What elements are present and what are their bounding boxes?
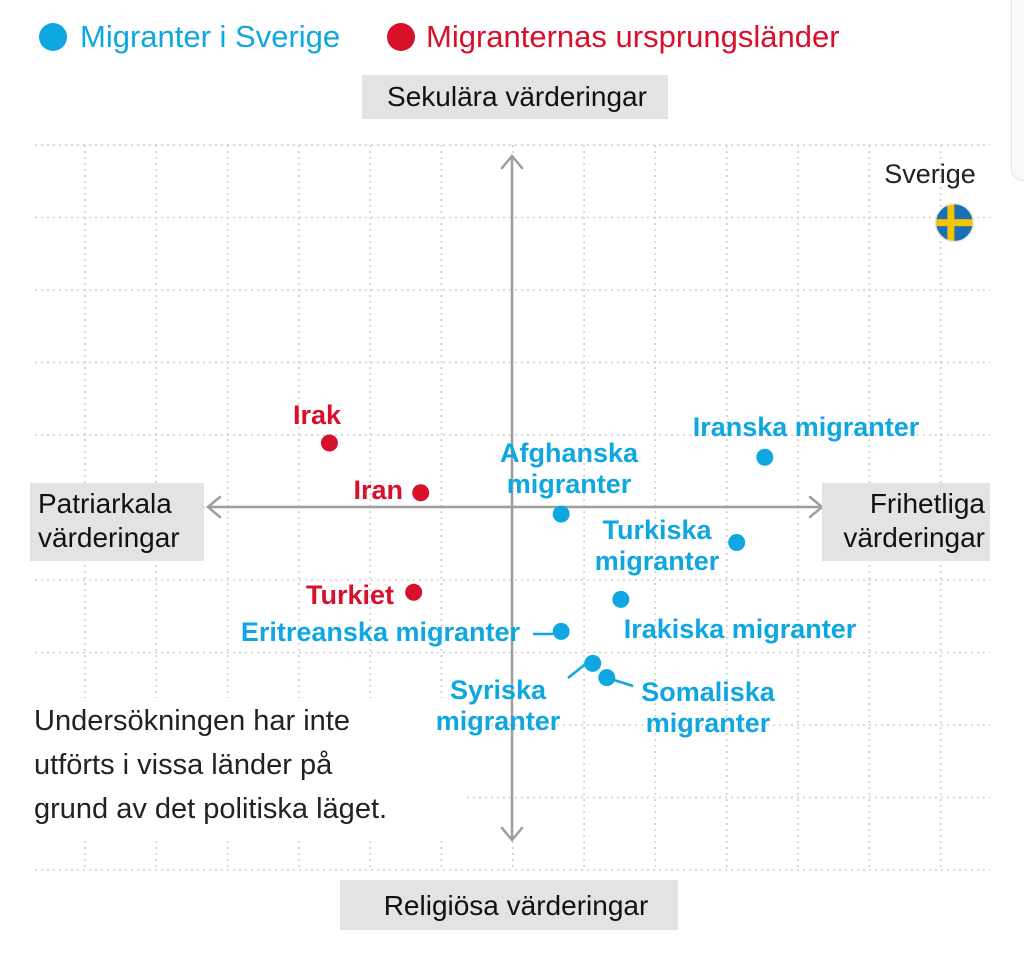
point-marker <box>598 669 616 687</box>
axis-arrow-left <box>206 495 222 519</box>
legend-label-origin: Migranternas ursprungsländer <box>426 19 840 54</box>
point-label: Sverige <box>884 159 976 189</box>
point-label: Turkiska <box>602 515 712 545</box>
point-label: Irak <box>293 400 342 430</box>
point-label: migranter <box>507 469 632 499</box>
point-label: Somaliska <box>641 677 776 707</box>
axis-label-top: Sekulära värderingar <box>362 75 668 119</box>
note-text: grund av det politiska läget. <box>34 793 387 825</box>
axis-label-top-box <box>362 75 668 119</box>
point-iran: Iran <box>353 475 430 505</box>
axis-label-left-box <box>30 483 204 561</box>
point-label: Turkiet <box>306 580 394 610</box>
point-label: Afghanska <box>500 438 639 468</box>
point-irak: Irak <box>293 400 342 452</box>
point-label: Eritreanska migranter <box>241 617 521 647</box>
point-eritreanska-migranter: Eritreanska migranter <box>241 617 570 647</box>
point-marker <box>612 590 630 608</box>
legend: Migranter i Sverige Migranternas ursprung… <box>39 19 840 54</box>
point-sverige: Sverige <box>884 159 976 243</box>
point-marker <box>728 534 746 552</box>
sweden-flag-icon <box>934 202 975 243</box>
axis-label-left-text: Patriarkala <box>38 488 172 519</box>
point-label: Iranska migranter <box>693 412 920 442</box>
axis-arrow-down <box>500 826 524 842</box>
point-irakiska-migranter: Irakiska migranter <box>612 590 857 644</box>
point-label: migranter <box>595 546 720 576</box>
point-marker <box>584 654 602 672</box>
note-background <box>25 698 465 838</box>
axis-label-top-text: Sekulära värderingar <box>387 81 647 112</box>
legend-dot-origin <box>387 23 415 51</box>
axis-label-bottom: Religiösa värderingar <box>340 880 678 930</box>
point-iranska-migranter: Iranska migranter <box>693 412 920 466</box>
axis-label-bottom-box <box>340 880 678 930</box>
point-marker <box>552 622 570 640</box>
axis-label-bottom-text: Religiösa värderingar <box>384 890 649 921</box>
axis-arrow-up <box>500 154 524 170</box>
point-turkiet: Turkiet <box>306 580 423 610</box>
point-marker <box>412 484 430 502</box>
legend-label-migrants: Migranter i Sverige <box>80 19 340 54</box>
point-marker <box>405 583 423 601</box>
axis-label-right-text: värderingar <box>843 522 985 553</box>
point-marker <box>552 505 570 523</box>
axis-label-right-box <box>822 483 990 561</box>
note-text: Undersökningen har inte <box>34 705 350 737</box>
point-label: migranter <box>436 706 561 736</box>
point-label: Syriska <box>450 675 547 705</box>
axis-label-right-text: Frihetliga <box>870 488 986 519</box>
axes <box>206 154 824 842</box>
point-marker <box>756 448 774 466</box>
point-label: migranter <box>646 708 771 738</box>
data-points: Sverige Irak Iran Turkiet Iranska migranter A… <box>241 159 976 738</box>
legend-dot-migrants <box>39 23 67 51</box>
axis-label-left-text: värderingar <box>38 522 180 553</box>
point-marker <box>320 434 338 452</box>
note-text: utförts i vissa länder på <box>34 749 333 781</box>
point-label: Iran <box>353 475 403 505</box>
leader-line <box>613 678 634 688</box>
point-label: Irakiska migranter <box>624 614 857 644</box>
